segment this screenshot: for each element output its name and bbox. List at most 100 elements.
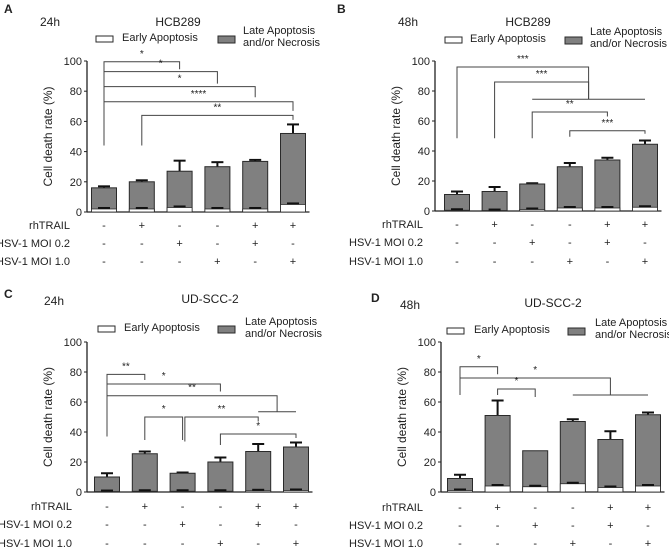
panel-d: D 48h UD-SCC-2 Early Apoptosis Late Apoptosi… bbox=[349, 291, 669, 550]
condition-sign: + bbox=[139, 220, 145, 232]
bar-early-apoptosis bbox=[166, 207, 193, 213]
condition-sign: + bbox=[176, 238, 182, 250]
y-tick-label: 80 bbox=[418, 86, 430, 98]
condition-sign: - bbox=[253, 256, 257, 268]
significance-bracket bbox=[144, 416, 184, 440]
condition-sign: + bbox=[529, 237, 535, 249]
significance-label: ** bbox=[214, 102, 222, 113]
y-axis-label: Cell death rate (%) bbox=[41, 86, 55, 186]
legend-label-late: Late Apoptosis bbox=[590, 26, 663, 38]
y-axis-label: Cell death rate (%) bbox=[395, 367, 409, 467]
condition-sign: - bbox=[219, 501, 223, 513]
condition-sign: + bbox=[252, 220, 258, 232]
condition-sign: - bbox=[105, 538, 109, 550]
condition-label: HSV-1 MOI 1.0 bbox=[0, 538, 72, 550]
condition-label: HSV-1 MOI 1.0 bbox=[349, 538, 423, 550]
condition-sign: - bbox=[181, 501, 185, 513]
significance-bracket bbox=[103, 86, 256, 146]
bar-late-apoptosis bbox=[632, 143, 658, 212]
y-tick-label: 40 bbox=[70, 427, 82, 439]
bar-early-apoptosis bbox=[245, 490, 272, 493]
bar-late-apoptosis bbox=[207, 461, 234, 493]
condition-sign: - bbox=[646, 520, 650, 532]
condition-sign: - bbox=[102, 220, 106, 232]
significance-label: * bbox=[514, 376, 518, 387]
y-tick-label: 0 bbox=[76, 207, 82, 219]
y-tick-label: 60 bbox=[70, 116, 82, 128]
condition-sign: + bbox=[179, 519, 185, 531]
bar-early-apoptosis bbox=[635, 485, 661, 493]
significance-label: ** bbox=[188, 383, 196, 394]
condition-label: HSV-1 MOI 0.2 bbox=[349, 237, 423, 249]
condition-sign: - bbox=[643, 237, 647, 249]
significance-bracket bbox=[459, 366, 499, 395]
bar-early-apoptosis bbox=[204, 208, 231, 213]
significance-label: * bbox=[162, 404, 166, 415]
condition-sign: - bbox=[530, 256, 534, 268]
bar-late-apoptosis bbox=[280, 132, 306, 213]
legend-label-late-2: and/or Necrosis bbox=[243, 37, 321, 49]
bar-early-apoptosis bbox=[91, 208, 117, 213]
y-tick-label: 0 bbox=[430, 487, 436, 499]
condition-sign: - bbox=[609, 538, 613, 550]
y-tick-label: 20 bbox=[70, 457, 82, 469]
legend-label-late: Late Apoptosis bbox=[595, 317, 668, 329]
condition-label: rhTRAIL bbox=[29, 220, 70, 232]
significance-bracket bbox=[219, 433, 297, 446]
chart-title: HCB289 bbox=[505, 15, 551, 29]
condition-sign: - bbox=[143, 538, 147, 550]
condition-sign: - bbox=[455, 219, 459, 231]
condition-sign: + bbox=[645, 502, 651, 514]
condition-sign: - bbox=[140, 256, 144, 268]
bar-early-apoptosis bbox=[519, 209, 546, 212]
y-axis-label: Cell death rate (%) bbox=[389, 86, 403, 186]
chart-title: UD-SCC-2 bbox=[524, 296, 582, 310]
legend-label-late-2: and/or Necrosis bbox=[590, 38, 668, 50]
bar-early-apoptosis bbox=[594, 207, 621, 212]
y-tick-label: 60 bbox=[418, 116, 430, 128]
significance-bracket bbox=[103, 71, 218, 146]
bar-late-apoptosis bbox=[597, 439, 624, 493]
condition-sign: - bbox=[568, 219, 572, 231]
condition-sign: + bbox=[217, 538, 223, 550]
y-tick-label: 80 bbox=[70, 86, 82, 98]
bar-early-apoptosis bbox=[559, 483, 586, 493]
condition-sign: - bbox=[181, 538, 185, 550]
condition-label: HSV-1 MOI 1.0 bbox=[0, 256, 70, 268]
condition-sign: + bbox=[607, 520, 613, 532]
bar-early-apoptosis bbox=[128, 208, 155, 213]
condition-sign: + bbox=[491, 219, 497, 231]
significance-bracket bbox=[494, 81, 590, 139]
condition-sign: - bbox=[493, 256, 497, 268]
legend-label-early: Early Apoptosis bbox=[124, 322, 200, 334]
y-tick-label: 20 bbox=[70, 177, 82, 189]
condition-sign: - bbox=[606, 256, 610, 268]
legend-label-late: Late Apoptosis bbox=[243, 25, 316, 37]
y-tick-label: 100 bbox=[64, 56, 82, 68]
condition-sign: + bbox=[567, 256, 573, 268]
legend-swatch-late bbox=[217, 35, 236, 44]
legend-swatch-early bbox=[95, 35, 114, 43]
bar-early-apoptosis bbox=[597, 487, 624, 493]
bar-late-apoptosis bbox=[131, 453, 158, 493]
condition-sign: - bbox=[571, 502, 575, 514]
significance-bracket bbox=[497, 388, 536, 398]
significance-bracket bbox=[141, 114, 294, 146]
significance-bracket bbox=[531, 111, 608, 139]
y-tick-label: 40 bbox=[424, 427, 436, 439]
condition-sign: - bbox=[105, 501, 109, 513]
bar-late-apoptosis bbox=[635, 414, 661, 493]
y-tick-label: 100 bbox=[418, 337, 436, 349]
condition-label: rhTRAIL bbox=[382, 219, 423, 231]
legend-label-early: Early Apoptosis bbox=[122, 32, 198, 44]
y-tick-label: 100 bbox=[64, 337, 82, 349]
bar-early-apoptosis bbox=[207, 490, 234, 493]
bar-early-apoptosis bbox=[283, 490, 309, 493]
y-tick-label: 20 bbox=[424, 457, 436, 469]
condition-sign: + bbox=[642, 256, 648, 268]
time-label: 24h bbox=[40, 15, 60, 29]
panel-letter: C bbox=[4, 287, 13, 301]
bar-late-apoptosis bbox=[242, 160, 269, 213]
condition-sign: - bbox=[496, 538, 500, 550]
